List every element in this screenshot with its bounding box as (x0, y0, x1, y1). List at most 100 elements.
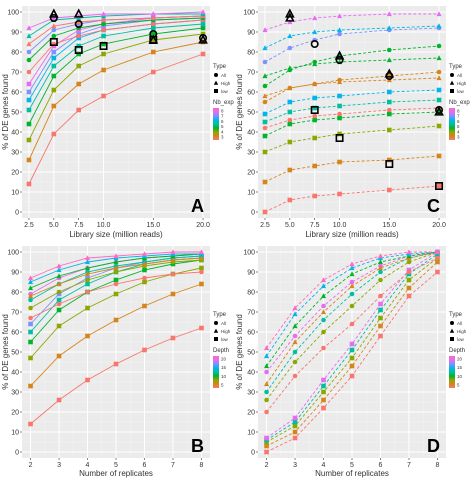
data-point (56, 263, 62, 269)
legend-color-title: Depth (213, 348, 229, 354)
y-tick-label: 90 (11, 270, 19, 277)
data-point (51, 131, 57, 137)
y-axis-title: % of DE genes found (235, 74, 244, 150)
data-point (84, 265, 91, 271)
data-point (406, 249, 412, 255)
data-point (264, 409, 269, 415)
data-point (321, 383, 326, 389)
data-point (436, 43, 442, 49)
data-point (349, 321, 355, 327)
data-point (387, 111, 392, 117)
data-point (436, 69, 442, 75)
data-point (262, 209, 268, 215)
data-point (85, 277, 90, 283)
y-tick-label: 0 (15, 210, 19, 217)
data-point (28, 421, 33, 427)
legend-shape-label: High (221, 81, 231, 86)
data-point (349, 265, 355, 271)
data-point (320, 283, 327, 289)
data-point (292, 339, 298, 345)
data-point (264, 381, 270, 387)
data-point (320, 293, 327, 299)
y-tick-label: 60 (247, 90, 255, 97)
y-tick-label: 40 (247, 370, 255, 377)
legend-type-title: Type (213, 64, 227, 70)
data-point (349, 261, 355, 267)
legend-color-tick: 5 (221, 383, 224, 388)
data-point (436, 97, 442, 103)
x-tick-label: 4 (322, 462, 326, 469)
data-point (312, 15, 318, 21)
data-point (198, 249, 204, 255)
legend-shape-key (214, 337, 218, 341)
data-point (113, 277, 119, 283)
data-point (264, 353, 270, 359)
data-point (387, 89, 392, 95)
data-point (200, 21, 206, 27)
data-point (26, 121, 32, 127)
data-point (264, 435, 269, 441)
data-point (141, 251, 148, 257)
x-tick-label: 7.5 (310, 222, 320, 229)
y-tick-label: 70 (11, 70, 19, 77)
data-point (434, 249, 440, 255)
y-tick-label: 100 (243, 250, 255, 257)
data-point (199, 281, 204, 287)
y-axis-title: % of DE genes found (235, 314, 244, 390)
panel-label: A (191, 196, 204, 216)
x-axis-title: Library size (million reads) (305, 230, 399, 239)
data-point (51, 63, 57, 69)
data-point (337, 191, 342, 197)
x-tick-label: 5 (114, 462, 118, 469)
highlighted-point (74, 45, 83, 54)
data-point (406, 259, 412, 265)
legend-color-title: Depth (449, 348, 465, 354)
legend-shape-key (214, 89, 218, 93)
data-point (292, 333, 298, 339)
data-point (387, 127, 392, 133)
data-point (312, 163, 317, 169)
data-point (312, 193, 317, 199)
data-point (262, 133, 268, 139)
data-point (292, 359, 298, 365)
legend-shape-key (214, 321, 218, 325)
legend-color-tick: 5 (221, 124, 224, 129)
data-point (51, 55, 57, 61)
data-point (101, 33, 106, 39)
data-point (436, 153, 442, 159)
data-point (264, 363, 270, 369)
data-point (262, 83, 268, 89)
y-tick-label: 30 (247, 390, 255, 397)
x-tick-label: 15.0 (382, 222, 396, 229)
y-tick-label: 90 (247, 270, 255, 277)
legend-shape-key (450, 89, 454, 93)
data-point (51, 33, 57, 39)
data-point (101, 27, 106, 33)
data-point (406, 269, 412, 275)
legend-color-tick: 6 (221, 119, 224, 124)
panel-a: 0 10 20 30 40 50 60 70 80 90 100 2.5 5.0 7.5 10.0 15.0 2… (1, 6, 234, 239)
legend-color-tick: 6 (457, 119, 460, 124)
y-tick-label: 30 (247, 150, 255, 157)
panel-c: 0 10 20 30 40 50 60 70 80 90 100 2.5 5.0 7.5 10.0 15.0 2… (235, 6, 470, 239)
series-line (264, 111, 440, 137)
y-tick-label: 60 (11, 90, 19, 97)
data-point (406, 293, 412, 299)
data-point (26, 69, 32, 75)
data-point (349, 283, 355, 289)
y-tick-label: 80 (11, 290, 19, 297)
data-point (142, 279, 147, 285)
series-line (264, 107, 440, 129)
data-point (262, 73, 268, 79)
legend-color-tick: 10 (457, 374, 463, 379)
data-point (386, 57, 392, 63)
data-point (26, 57, 32, 63)
data-point (56, 397, 62, 403)
y-tick-label: 40 (11, 370, 19, 377)
series-line (264, 125, 440, 153)
data-point (387, 107, 392, 113)
data-point (378, 269, 383, 275)
data-point (320, 309, 327, 315)
highlighted-point (310, 39, 319, 48)
data-point (292, 305, 298, 311)
